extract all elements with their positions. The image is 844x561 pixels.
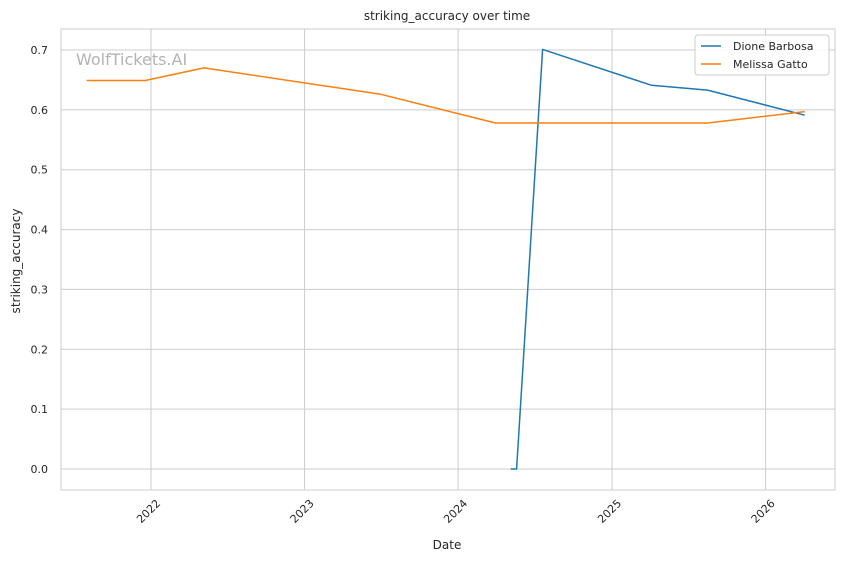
y-tick-label: 0.6: [31, 104, 49, 117]
y-tick-label: 0.0: [31, 463, 49, 476]
legend-label-melissa-gatto: Melissa Gatto: [733, 58, 808, 71]
y-axis-label: striking_accuracy: [9, 209, 23, 314]
legend: Dione Barbosa Melissa Gatto: [694, 34, 830, 76]
legend-label-dione-barbosa: Dione Barbosa: [733, 40, 814, 53]
y-tick-label: 0.3: [31, 283, 49, 296]
y-tick-label: 0.7: [31, 44, 49, 57]
watermark: WolfTickets.AI: [76, 50, 187, 69]
series-line-melissa-gatto: [86, 67, 805, 124]
y-tick-label: 0.2: [31, 343, 49, 356]
chart-title: striking_accuracy over time: [364, 9, 530, 23]
y-tick-label: 0.1: [31, 403, 49, 416]
legend-box: [694, 34, 830, 76]
x-axis-label: Date: [433, 538, 462, 552]
y-axis: 0.0 0.1 0.2 0.3 0.4 0.5 0.6 0.7: [31, 44, 49, 476]
series-layer: [86, 48, 805, 470]
series-line-dione-barbosa: [510, 48, 805, 470]
y-tick-label: 0.5: [31, 164, 49, 177]
plot-area: [60, 28, 836, 491]
y-tick-label: 0.4: [31, 224, 49, 237]
